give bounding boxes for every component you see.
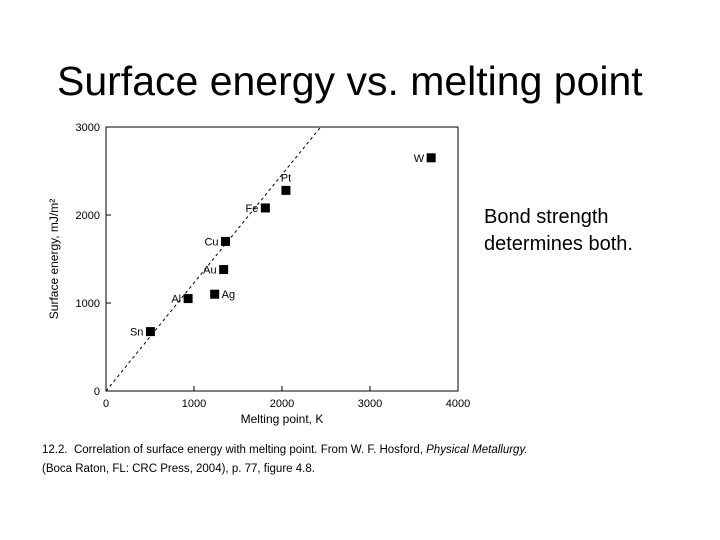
data-point (221, 236, 231, 246)
data-point (426, 153, 436, 163)
y-tick-label: 2000 (76, 210, 100, 222)
data-point (183, 294, 193, 304)
caption-book-title: Physical Metallurgy. (426, 444, 528, 456)
data-point (260, 203, 270, 213)
caption-line-2: (Boca Raton, FL: CRC Press, 2004), p. 77… (42, 463, 315, 475)
y-tick-label: 1000 (76, 298, 100, 310)
data-point (219, 265, 229, 275)
data-label: Ag (222, 289, 235, 301)
x-tick-label: 1000 (182, 398, 206, 410)
side-note: Bond strength determines both. (484, 204, 633, 258)
data-point (145, 327, 155, 337)
x-tick-label: 2000 (270, 398, 294, 410)
slide-title: Surface energy vs. melting point (57, 58, 643, 104)
plot-frame (105, 126, 459, 392)
data-label: Fe (246, 203, 259, 215)
caption-number: 12.2. (42, 444, 68, 456)
data-label: W (414, 153, 425, 165)
caption-text: Correlation of surface energy with melti… (73, 444, 427, 456)
data-label: Al (171, 294, 181, 306)
x-axis-label: Melting point, K (241, 412, 324, 426)
data-label: Cu (204, 236, 218, 248)
x-tick-label: 0 (103, 398, 109, 410)
data-point (281, 185, 291, 195)
y-axis-label: Surface energy, mJ/m² (47, 199, 61, 319)
x-tick-label: 4000 (446, 398, 470, 410)
x-tick-label: 3000 (358, 398, 382, 410)
side-note-line: determines both. (484, 233, 633, 255)
data-label: Sn (130, 327, 143, 339)
data-label: Au (203, 265, 216, 277)
figure-caption: 12.2. Correlation of surface energy with… (42, 441, 528, 479)
y-tick-label: 3000 (76, 122, 100, 134)
data-point (210, 289, 220, 299)
data-label: Pt (281, 172, 291, 184)
side-note-line: Bond strength (484, 206, 609, 228)
y-tick-label: 0 (94, 386, 100, 398)
trend-line (105, 126, 322, 392)
